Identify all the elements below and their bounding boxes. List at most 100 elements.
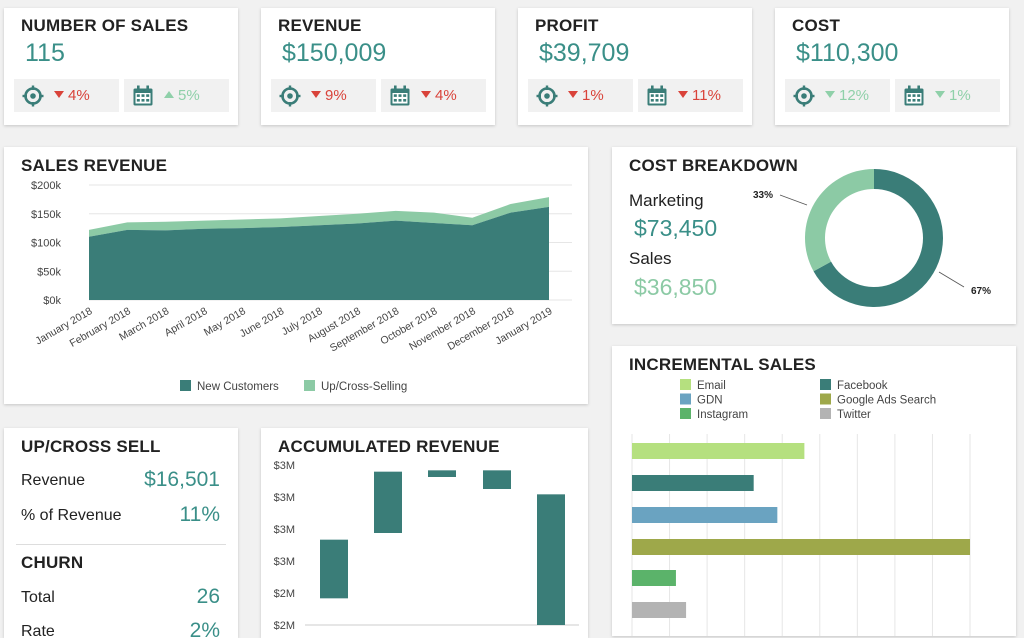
legend-label: Email xyxy=(697,380,726,392)
period-change: 11% xyxy=(678,87,721,104)
change-arrow-icon xyxy=(568,91,578,98)
x-tick-label: April 2018 xyxy=(163,305,210,339)
legend-swatch xyxy=(820,379,831,390)
cost-breakdown-donut: 67% 33% xyxy=(753,169,991,307)
kpi-value: $110,300 xyxy=(796,39,899,67)
y-tick-label: $3M xyxy=(274,492,295,504)
target-icon xyxy=(22,85,44,107)
target-change-pill: 9% xyxy=(271,79,376,112)
legend-swatch xyxy=(820,408,831,419)
target-icon xyxy=(793,85,815,107)
period-change-value: 5% xyxy=(178,87,200,104)
upcross-churn-card: UP/CROSS SELL Revenue $16,501 % of Reven… xyxy=(4,428,238,638)
target-change: 1% xyxy=(568,87,604,104)
calendar-icon xyxy=(390,85,410,106)
upcross-title: UP/CROSS SELL xyxy=(21,437,161,456)
legend-label: Up/Cross-Selling xyxy=(321,381,407,393)
waterfall-bar xyxy=(374,471,402,533)
accumulated-revenue-title: ACCUMULATED REVENUE xyxy=(278,437,500,456)
accumulated-revenue-card: ACCUMULATED REVENUE $3M $3M $3M $3M $2M $2M xyxy=(261,428,588,638)
period-change-pill: 1% xyxy=(895,79,1000,112)
donut-slice-sales xyxy=(805,169,874,272)
period-change-pill: 11% xyxy=(638,79,743,112)
calendar-icon xyxy=(647,85,667,106)
waterfall-bar xyxy=(428,470,456,477)
target-change-value: 4% xyxy=(68,87,90,104)
area-series-upcross xyxy=(89,197,549,237)
period-change: 4% xyxy=(421,87,457,104)
change-arrow-icon xyxy=(935,91,945,98)
y-tick-label: $2M xyxy=(274,588,295,600)
target-change-value: 9% xyxy=(325,87,347,104)
change-arrow-icon xyxy=(421,91,431,98)
y-tick-label: $150k xyxy=(31,209,61,221)
upcross-revenue-value: $16,501 xyxy=(144,468,220,491)
kpi-title: NUMBER OF SALES xyxy=(21,16,189,35)
marketing-label: Marketing xyxy=(629,191,704,210)
leader-line xyxy=(779,194,808,206)
marketing-value: $73,450 xyxy=(634,215,718,241)
target-change-value: 1% xyxy=(582,87,604,104)
bar-twitter xyxy=(632,602,687,618)
incremental-sales-chart: Email Facebook GDN Google Ads Search Instagr… xyxy=(631,379,971,636)
target-change: 12% xyxy=(825,87,869,104)
y-tick-label: $50k xyxy=(37,266,61,278)
kpi-value: $150,009 xyxy=(282,39,387,67)
y-tick-label: $200k xyxy=(31,180,61,192)
period-change-pill: 4% xyxy=(381,79,486,112)
period-change-value: 4% xyxy=(435,87,457,104)
target-change-pill: 1% xyxy=(528,79,633,112)
churn-total-label: Total xyxy=(21,589,55,606)
legend-swatch xyxy=(680,393,691,405)
legend-swatch xyxy=(304,380,315,391)
y-tick-label: $100k xyxy=(31,238,61,250)
kpi-title: PROFIT xyxy=(535,16,599,35)
calendar-icon xyxy=(904,85,924,106)
change-arrow-icon xyxy=(825,91,835,98)
legend-label: Twitter xyxy=(837,409,871,421)
legend-swatch xyxy=(180,380,191,391)
sales-value: $36,850 xyxy=(634,274,718,300)
kpi-card: PROFIT $39,709 1% 11% xyxy=(518,8,752,125)
target-icon xyxy=(536,85,558,107)
bar-gdn xyxy=(632,507,778,523)
cost-breakdown-card: COST BREAKDOWN Marketing $73,450 Sales $… xyxy=(612,147,1016,324)
y-tick-label: $2M xyxy=(274,620,295,632)
legend-label: GDN xyxy=(697,395,723,407)
period-change-value: 11% xyxy=(692,87,721,104)
target-change-pill: 4% xyxy=(14,79,119,112)
churn-rate-value: 2% xyxy=(189,619,220,638)
y-tick-label: $3M xyxy=(274,556,295,568)
waterfall-bar xyxy=(537,494,565,625)
area-series-new-customers xyxy=(89,206,549,300)
period-change-value: 1% xyxy=(949,87,971,104)
cost-breakdown-title: COST BREAKDOWN xyxy=(629,156,799,175)
bar-facebook xyxy=(632,475,754,491)
target-change: 9% xyxy=(311,87,347,104)
target-change: 4% xyxy=(54,87,90,104)
y-tick-label: $3M xyxy=(274,460,295,472)
churn-title: CHURN xyxy=(21,553,84,572)
sales-label: Sales xyxy=(629,249,672,268)
churn-total-value: 26 xyxy=(196,585,220,608)
legend-swatch xyxy=(820,393,831,405)
sales-revenue-title: SALES REVENUE xyxy=(21,156,168,175)
period-change: 5% xyxy=(164,87,200,104)
slice-label: 67% xyxy=(971,286,991,297)
waterfall-bar xyxy=(320,539,348,599)
legend-label: Facebook xyxy=(837,380,888,392)
y-tick-label: $0k xyxy=(43,295,61,307)
upcross-pct-value: 11% xyxy=(179,503,220,526)
section-divider xyxy=(16,544,226,545)
bar-email xyxy=(632,443,805,459)
kpi-title: REVENUE xyxy=(278,16,362,35)
upcross-revenue-label: Revenue xyxy=(21,472,86,489)
donut-slice-marketing xyxy=(813,169,943,307)
legend-label: New Customers xyxy=(197,381,279,393)
x-tick-label: June 2018 xyxy=(238,305,287,340)
target-icon xyxy=(279,85,301,107)
incremental-sales-title: INCREMENTAL SALES xyxy=(629,355,816,374)
target-change-pill: 12% xyxy=(785,79,890,112)
legend-swatch xyxy=(680,408,691,419)
